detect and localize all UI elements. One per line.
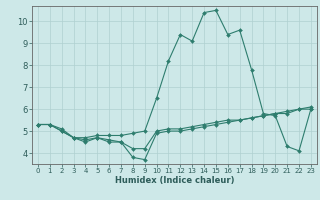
X-axis label: Humidex (Indice chaleur): Humidex (Indice chaleur) [115, 176, 234, 185]
